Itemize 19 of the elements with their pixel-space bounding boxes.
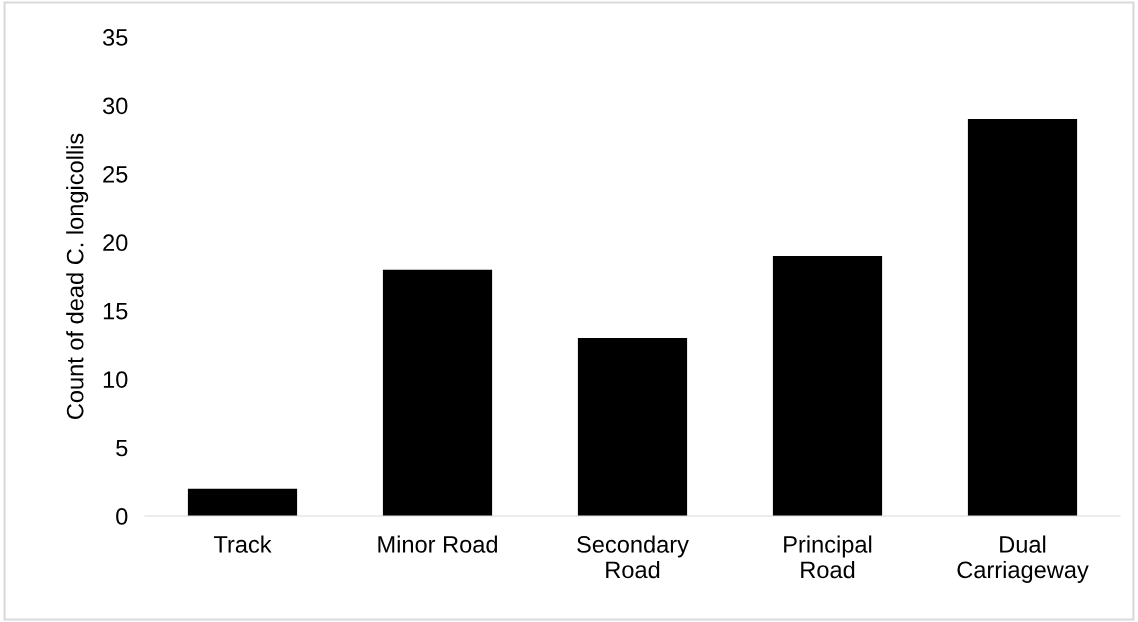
y-axis-title: Count of dead C. longicollis [66, 133, 89, 420]
y-tick-label: 35 [102, 29, 128, 46]
x-tick-label: Minor Road [378, 535, 498, 553]
y-tick-label: 0 [116, 508, 128, 525]
y-tick-label: 10 [103, 371, 128, 388]
y-tick-label: 20 [103, 234, 128, 252]
bar [967, 119, 1078, 516]
bar [772, 255, 883, 516]
bar [577, 338, 688, 516]
y-tick-label: 5 [116, 439, 128, 457]
y-tick-label: 15 [103, 303, 128, 320]
y-tick-label: 25 [103, 165, 128, 183]
x-tick-label: Dual Carriageway [957, 535, 1089, 583]
x-tick-label: Principal Road [784, 535, 872, 579]
bar [382, 269, 493, 516]
y-tick-label: 30 [102, 97, 128, 115]
x-tick-label: Track [213, 535, 272, 553]
x-tick-label: Secondary Road [577, 535, 689, 579]
bar [187, 488, 298, 516]
